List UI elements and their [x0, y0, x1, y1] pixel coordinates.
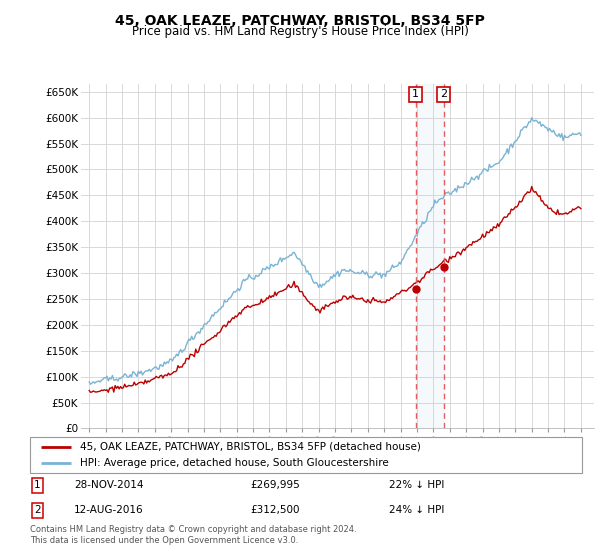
- Text: 45, OAK LEAZE, PATCHWAY, BRISTOL, BS34 5FP (detached house): 45, OAK LEAZE, PATCHWAY, BRISTOL, BS34 5…: [80, 442, 421, 451]
- Text: 1: 1: [412, 90, 419, 99]
- Text: 22% ↓ HPI: 22% ↓ HPI: [389, 480, 444, 491]
- FancyBboxPatch shape: [30, 437, 582, 473]
- Text: HPI: Average price, detached house, South Gloucestershire: HPI: Average price, detached house, Sout…: [80, 459, 388, 468]
- Text: 12-AUG-2016: 12-AUG-2016: [74, 505, 144, 515]
- Text: 1: 1: [34, 480, 40, 491]
- Text: Price paid vs. HM Land Registry's House Price Index (HPI): Price paid vs. HM Land Registry's House …: [131, 25, 469, 38]
- Text: 2: 2: [34, 505, 40, 515]
- Text: 28-NOV-2014: 28-NOV-2014: [74, 480, 143, 491]
- Text: 2: 2: [440, 90, 447, 99]
- Text: £269,995: £269,995: [251, 480, 301, 491]
- Text: 24% ↓ HPI: 24% ↓ HPI: [389, 505, 444, 515]
- Text: £312,500: £312,500: [251, 505, 301, 515]
- Bar: [416, 84, 443, 428]
- Text: Contains HM Land Registry data © Crown copyright and database right 2024.
This d: Contains HM Land Registry data © Crown c…: [30, 525, 356, 545]
- Text: 45, OAK LEAZE, PATCHWAY, BRISTOL, BS34 5FP: 45, OAK LEAZE, PATCHWAY, BRISTOL, BS34 5…: [115, 14, 485, 28]
